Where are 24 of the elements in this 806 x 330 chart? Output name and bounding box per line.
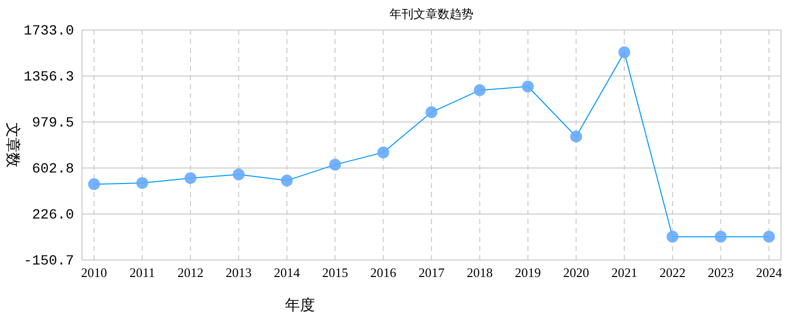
x-tick-label: 2015 bbox=[322, 265, 348, 280]
x-tick-label: 2013 bbox=[226, 265, 252, 280]
y-axis-title: 文章数 bbox=[4, 122, 22, 168]
y-tick-label: 226.0 bbox=[32, 207, 74, 224]
y-tick-label: 602.8 bbox=[32, 161, 74, 178]
y-tick-label: 1733.0 bbox=[24, 23, 74, 40]
y-tick-label: 1356.3 bbox=[24, 69, 74, 86]
x-tick-label: 2011 bbox=[129, 265, 156, 280]
x-tick-label: 2016 bbox=[370, 265, 397, 280]
x-tick-label: 2021 bbox=[611, 265, 638, 280]
y-tick-label: 979.5 bbox=[32, 115, 74, 132]
x-tick-label: 2018 bbox=[466, 265, 493, 280]
y-tick-label: -150.7 bbox=[24, 253, 74, 270]
x-tick-label: 2012 bbox=[177, 265, 204, 280]
x-tick-label: 2023 bbox=[708, 265, 734, 280]
x-tick-label: 2024 bbox=[756, 265, 782, 280]
x-tick-label: 2017 bbox=[418, 265, 445, 280]
x-tick-label: 2020 bbox=[563, 265, 590, 280]
x-axis-title: 年度 bbox=[285, 296, 315, 314]
x-tick-label: 2010 bbox=[81, 265, 108, 280]
chart-title: 年刊文章数趋势 bbox=[390, 7, 474, 21]
x-tick-label: 2022 bbox=[660, 265, 686, 280]
x-tick-label: 2019 bbox=[514, 265, 541, 280]
x-tick-label: 2014 bbox=[274, 265, 300, 280]
